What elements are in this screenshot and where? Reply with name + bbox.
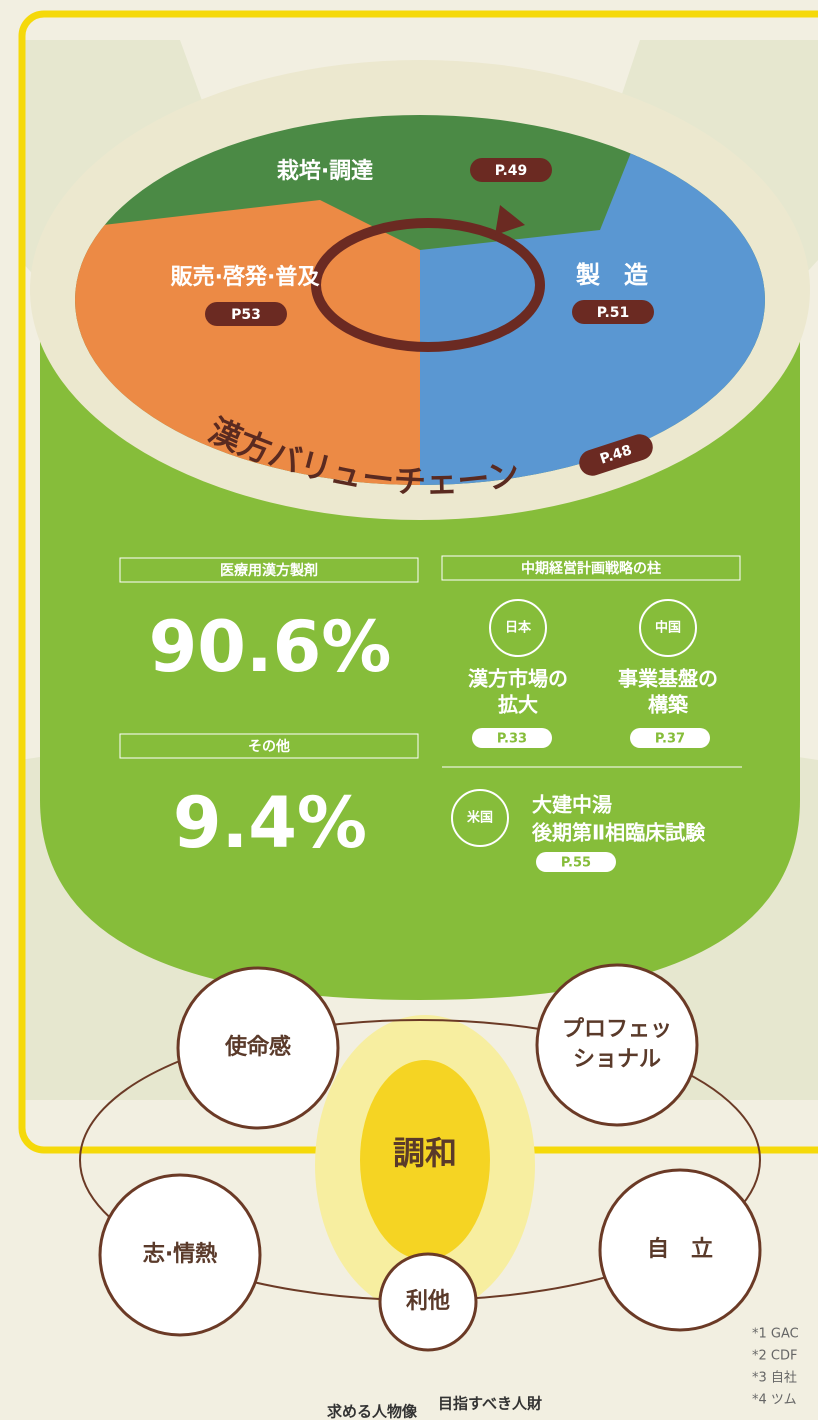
share-value: 9.4% (173, 782, 367, 864)
page-ref: P.33 (497, 732, 527, 747)
page-pill (472, 728, 552, 748)
center-value: 調和 (393, 1134, 457, 1172)
page-pill (470, 158, 552, 182)
share-value: 90.6% (149, 606, 392, 688)
glow-inner (360, 1060, 490, 1260)
strategy-title: 中期経営計画戦略の柱 (521, 560, 661, 577)
pillar-text: 大建中湯 (532, 793, 612, 817)
pillar-text: 事業基盤の (618, 667, 718, 691)
value-circle (535, 963, 699, 1127)
share-label: 医療用漢方製剤 (220, 562, 318, 579)
region: 米国 (467, 810, 493, 826)
page-ref: P.37 (655, 732, 685, 747)
page-pill (579, 434, 653, 476)
footnote: *3 自社 (752, 1371, 797, 1386)
value-item: プロフェッ (562, 1017, 672, 1042)
footnote: *1 GAC (752, 1327, 799, 1342)
pillar-text: 漢方市場の (468, 667, 568, 691)
page-ref: P53 (231, 307, 261, 323)
stage-label: 栽培·調達 (277, 158, 373, 184)
value-item: 自 立 (647, 1236, 713, 1262)
value-item: 利他 (406, 1289, 450, 1314)
pillar-text: 拡大 (498, 693, 538, 717)
label-box (119, 733, 419, 759)
value-circle (378, 1252, 478, 1352)
pillar-text: 後期第Ⅱ相臨床試験 (531, 821, 706, 845)
caption: 求める人物像 (327, 1403, 418, 1420)
pillar-text: 構築 (648, 693, 689, 717)
page-pill (536, 852, 616, 872)
page-pill (572, 300, 654, 324)
stage-label: 販売·啓発·普及 (171, 264, 321, 290)
stage-label: 製 造 (576, 261, 648, 289)
label-box (441, 555, 741, 581)
caption: 目指すべき人財 (438, 1395, 542, 1413)
cycle-arrow (311, 218, 545, 352)
value-item: 使命感 (224, 1034, 291, 1060)
share-label: その他 (248, 738, 290, 755)
page-pill (205, 302, 287, 326)
region-circle (639, 599, 697, 657)
value-circle (98, 1173, 262, 1337)
value-circles (98, 963, 762, 1352)
footnotes: *1 GAC *2 CDF *3 自社 *4 ツム (752, 1327, 799, 1408)
label-box (119, 557, 419, 583)
footnote: *2 CDF (752, 1349, 797, 1364)
region-circle (489, 599, 547, 657)
region-circle (451, 789, 509, 847)
page-pill (630, 728, 710, 748)
value-item: 志·情熱 (142, 1241, 217, 1267)
page-ref: P.51 (597, 305, 630, 321)
footnote: *4 ツム (752, 1393, 797, 1408)
cycle-arrow-head (495, 205, 525, 235)
value-circle (176, 966, 340, 1130)
region: 日本 (505, 620, 532, 636)
page-ref: P.55 (561, 856, 591, 871)
value-item: ショナル (573, 1047, 661, 1072)
region: 中国 (655, 620, 681, 636)
page-ref: P.49 (495, 163, 528, 179)
value-circle (598, 1168, 762, 1332)
